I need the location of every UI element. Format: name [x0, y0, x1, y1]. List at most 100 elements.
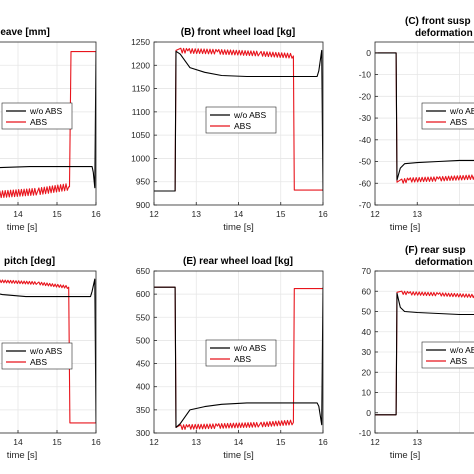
- x-axis-label: time [s]: [223, 222, 254, 233]
- y-tick-label: 1250: [131, 37, 150, 47]
- x-tick-label: 16: [91, 209, 101, 219]
- x-tick-label: 13: [192, 209, 202, 219]
- legend-box: [205, 339, 277, 367]
- x-tick-label: 13: [413, 209, 423, 219]
- y-tick-label: 30: [362, 347, 372, 357]
- legend-label: w/o ABS: [449, 106, 474, 116]
- series-abs-line: [0, 51, 96, 199]
- x-tick-label: 12: [149, 209, 159, 219]
- y-tick-label: 1200: [131, 60, 150, 70]
- y-tick-label: 400: [136, 382, 150, 392]
- y-tick-label: 650: [136, 266, 150, 276]
- chart-title-line2: deformation: [415, 257, 473, 268]
- panel-F: 12 13 -10 0 10 20 30 40 50 60 70 time [s] (F) rear s…: [359, 245, 474, 461]
- x-axis-label: time [s]: [390, 450, 421, 461]
- series-abs-line: [0, 279, 96, 424]
- chart-title: (B) front wheel load [kg]: [181, 27, 295, 38]
- x-axis-label: time [s]: [223, 450, 254, 461]
- series-group: [375, 52, 474, 184]
- legend-label: w/o ABS: [29, 346, 62, 356]
- y-tick-label: 10: [362, 388, 372, 398]
- legend-label: w/o ABS: [29, 106, 62, 116]
- chart-title: (E) rear wheel load [kg]: [183, 256, 293, 267]
- legend-label: w/o ABS: [449, 345, 474, 355]
- y-tick-label: -10: [359, 70, 372, 80]
- legend-label: ABS: [234, 121, 251, 131]
- y-tick-label: 70: [362, 266, 372, 276]
- series-abs-line: [154, 47, 323, 192]
- y-tick-label: 550: [136, 312, 150, 322]
- legend-box: [1, 342, 73, 370]
- x-tick-label: 13: [192, 437, 202, 447]
- series-group: [0, 51, 96, 199]
- chart-title: (C) front susp: [405, 16, 471, 27]
- y-tick-label: 0: [366, 408, 371, 418]
- panel-E: 12 13 14 15 16 300 350 400 450 500 550 600 650 time […: [136, 256, 328, 461]
- x-axis-label: time [s]: [390, 222, 421, 233]
- y-tick-label: 0: [366, 48, 371, 58]
- series-wo-abs-line: [375, 292, 474, 416]
- x-tick-label: 12: [370, 437, 380, 447]
- x-tick-label: 16: [318, 437, 328, 447]
- y-tick-label: 900: [136, 200, 150, 210]
- y-tick-label: 600: [136, 289, 150, 299]
- y-tick-label: 350: [136, 405, 150, 415]
- legend-label: ABS: [450, 117, 467, 127]
- series-wo-abs-line: [154, 49, 323, 192]
- y-tick-label: 1050: [131, 130, 150, 140]
- y-tick-label: -20: [359, 91, 372, 101]
- x-tick-label: 16: [91, 437, 101, 447]
- series-group: [154, 286, 323, 431]
- panel-B: 12 13 14 15 16 900 950 1000 1050 1100 1150 1200 1250…: [131, 27, 328, 233]
- chart-title: (F) rear susp: [405, 245, 466, 256]
- series-abs-line: [154, 286, 323, 431]
- series-wo-abs-line: [0, 51, 96, 189]
- y-tick-label: -60: [359, 178, 372, 188]
- series-wo-abs-line: [154, 286, 323, 428]
- axes-frame: [374, 41, 474, 206]
- y-tick-label: 450: [136, 359, 150, 369]
- y-tick-label: 1000: [131, 153, 150, 163]
- y-tick-label: 950: [136, 177, 150, 187]
- y-tick-label: -10: [359, 428, 372, 438]
- series-group: [375, 290, 474, 416]
- legend-label: ABS: [30, 117, 47, 127]
- series-abs-line: [375, 52, 474, 184]
- series-wo-abs-line: [0, 278, 96, 423]
- x-tick-label: 12: [149, 437, 159, 447]
- legend-box: [1, 102, 73, 130]
- y-tick-label: 500: [136, 335, 150, 345]
- y-tick-label: 300: [136, 428, 150, 438]
- x-tick-label: 15: [52, 437, 62, 447]
- x-tick-label: 15: [276, 437, 286, 447]
- x-tick-label: 15: [276, 209, 286, 219]
- y-tick-label: 40: [362, 327, 372, 337]
- x-axis-label: time [s]: [7, 450, 38, 461]
- legend-box: [421, 102, 474, 130]
- y-tick-label: 20: [362, 367, 372, 377]
- x-tick-label: 16: [318, 209, 328, 219]
- chart-title-line2: deformation: [415, 28, 473, 39]
- legend-label: w/o ABS: [233, 343, 266, 353]
- y-tick-label: -40: [359, 135, 372, 145]
- x-tick-label: 15: [52, 209, 62, 219]
- legend-box: [205, 106, 277, 134]
- y-tick-label: -50: [359, 157, 372, 167]
- y-tick-label: -70: [359, 200, 372, 210]
- series-group: [0, 278, 96, 424]
- chart-title: pitch [deg]: [4, 256, 55, 267]
- series-abs-line: [375, 290, 474, 416]
- x-tick-label: 13: [413, 437, 423, 447]
- y-tick-label: -30: [359, 113, 372, 123]
- y-tick-label: 60: [362, 286, 372, 296]
- x-tick-label: 14: [13, 209, 23, 219]
